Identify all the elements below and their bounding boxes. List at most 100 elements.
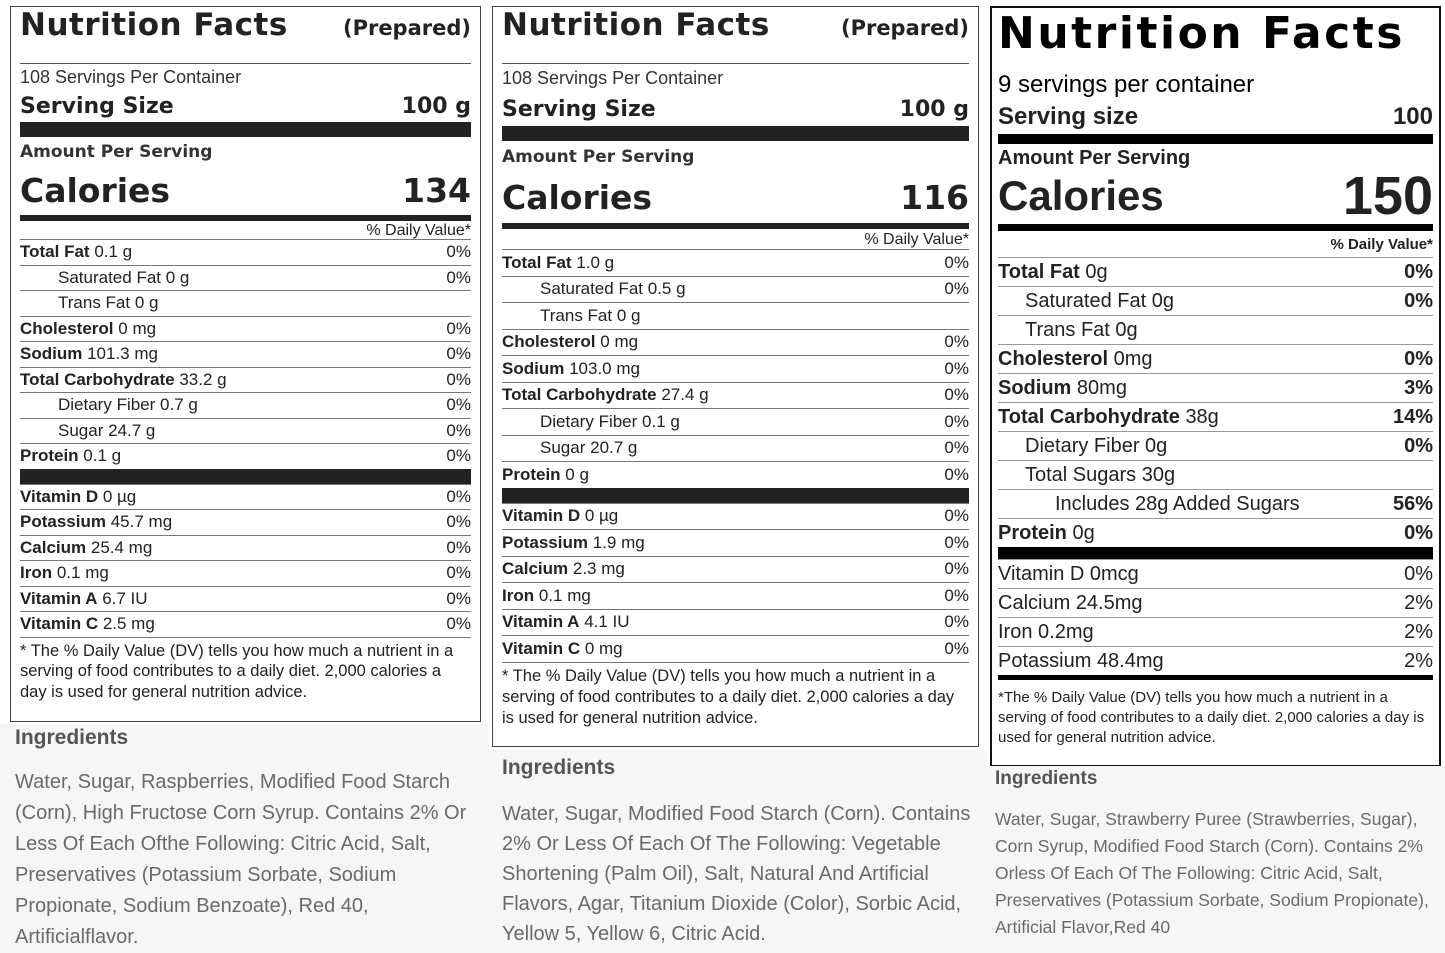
nutrient-name: Sodium (20, 344, 83, 364)
daily-value: 0% (944, 438, 969, 458)
amount-per-serving: Amount Per Serving (502, 147, 695, 167)
calories-value: 150 (1342, 166, 1433, 226)
nutrients: Total Fat 0.1 g 0% Saturated Fat 0 g 0% Tran… (20, 239, 471, 469)
nutrient-name: Cholesterol (998, 347, 1109, 370)
footnote: *The % Daily Value (DV) tells you how mu… (998, 675, 1433, 748)
servings-per-container: 9 servings per container (998, 71, 1255, 98)
nutrient-amount: 6.7 IU (102, 588, 148, 608)
nutrient-label: Iron 0.2mg (998, 621, 1094, 644)
daily-value: 0% (446, 588, 471, 608)
amount-per-serving: Amount Per Serving (998, 147, 1191, 169)
nutrient-amount: 20.7 g (590, 438, 638, 458)
ingredients-heading: Ingredients (995, 768, 1098, 789)
nutrient-amount: 0 g (565, 464, 589, 484)
nutrient-label: Saturated Fat 0g (1025, 290, 1174, 313)
nutrient-name: Protein (998, 521, 1067, 544)
nutrient-row: Vitamin D 0 µg 0% (20, 483, 471, 510)
vitamins: Vitamin D 0 µg 0% Potassium 45.7 mg 0% Calci… (20, 483, 471, 637)
nutrient-amount: 0.1 g (83, 446, 122, 466)
nutrient-amount: 25.4 mg (90, 537, 153, 557)
daily-value: 0% (944, 411, 969, 431)
nutrient-row: Total Sugars 30g (998, 460, 1433, 489)
nutrient-name: Saturated Fat (58, 267, 162, 287)
nutrient-label: Total Sugars 30g (1025, 464, 1175, 487)
nutrient-name: Saturated Fat (540, 279, 644, 299)
daily-value: 56% (1392, 492, 1433, 515)
calories: Calories 150 (998, 166, 1433, 226)
daily-value: 0% (944, 252, 969, 272)
servings-per-container: 108 Servings Per Container (502, 68, 724, 88)
nutrient-label: Trans Fat 0 g (540, 306, 640, 326)
nutrient-name: Vitamin D (20, 486, 99, 506)
nutrient-amount: 2.5 mg (102, 614, 155, 634)
nutrients: Total Fat 0g 0% Saturated Fat 0g 0% Trans Fa… (998, 257, 1433, 547)
calories-label: Calories (502, 177, 653, 217)
nutrient-label: Dietary Fiber 0g (1025, 435, 1167, 458)
daily-value: 0% (1404, 260, 1433, 283)
nutrient-amount: 0.1 mg (56, 563, 109, 583)
daily-value: 0% (446, 344, 471, 364)
daily-value: 0% (446, 242, 471, 262)
ingredients-text: Water, Sugar, Raspberries, Modified Food… (15, 771, 467, 948)
vitamins: Vitamin D 0 µg 0% Potassium 1.9 mg 0% Calciu… (502, 502, 969, 662)
nutrient-name: Protein (502, 464, 561, 484)
nutrient-row: Saturated Fat 0g 0% (998, 286, 1433, 315)
nutrient-row: Potassium 45.7 mg 0% (20, 509, 471, 535)
nutrient-name: Sugar (540, 438, 586, 458)
nutrient-label: Total Fat 0g (998, 261, 1108, 284)
nutrient-label: Dietary Fiber 0.7 g (58, 395, 198, 415)
ingredients-heading: Ingredients (502, 756, 616, 779)
nutrient-label: Iron 0.1 mg (502, 586, 591, 606)
daily-value: 0% (944, 464, 969, 484)
serving-size-label: Serving Size (20, 93, 174, 119)
nutrient-row: Trans Fat 0 g (20, 290, 471, 316)
nutrient-row: Calcium 2.3 mg 0% (502, 555, 969, 583)
serving-size: Serving Size 100 g (502, 92, 969, 126)
nutrient-name: Total Carbohydrate (502, 385, 657, 405)
nutrient-name: Vitamin A (502, 612, 580, 632)
nutrient-name: Total Carbohydrate (20, 369, 175, 389)
daily-value: 0% (1404, 347, 1433, 370)
nutrient-row: Protein 0g 0% (998, 518, 1433, 547)
nutrient-row: Iron 0.1 mg 0% (502, 582, 969, 609)
daily-value: 0% (944, 506, 969, 526)
nutrient-name: Calcium (20, 537, 87, 557)
nutrient-row: Protein 0.1 g 0% (20, 443, 471, 469)
nutrient-name: Vitamin C (20, 614, 99, 634)
nutrient-row: Total Fat 1.0 g 0% (502, 249, 969, 276)
nutrient-amount: 2.3 mg (572, 559, 625, 579)
nutrient-label: Dietary Fiber 0.1 g (540, 412, 680, 432)
nutrient-label: Vitamin A 4.1 IU (502, 612, 630, 632)
nutrient-row: Dietary Fiber 0.7 g 0% (20, 392, 471, 418)
nutrient-row: Iron 0.1 mg 0% (20, 560, 471, 586)
daily-value: 0% (944, 279, 969, 299)
nutrient-label: Trans Fat 0 g (58, 293, 158, 313)
nutrition-label: Nutrition Facts (Prepared) 108 Servings Pe… (10, 6, 481, 722)
nutrient-label: Total Fat 0.1 g (20, 242, 132, 262)
daily-value: 0% (446, 395, 471, 415)
nutrient-row: Calcium 25.4 mg 0% (20, 534, 471, 561)
nutrient-amount: 0g (1151, 289, 1174, 312)
nutrient-row: Saturated Fat 0 g 0% (20, 264, 471, 291)
nutrient-amount: 0.5 g (647, 279, 686, 299)
nutrient-amount: 24.7 g (108, 420, 156, 440)
nutrient-name: Iron (998, 620, 1033, 643)
nutrient-name: Includes 28g Added Sugars (1055, 492, 1300, 515)
nutrient-name: Sugar (58, 420, 104, 440)
daily-value: 3% (1404, 376, 1433, 399)
daily-value: 0% (446, 563, 471, 583)
nutrient-amount: 0 mg (600, 332, 639, 352)
nutrient-row: Cholesterol 0mg 0% (998, 344, 1433, 373)
serving-size-label: Serving size (998, 103, 1139, 130)
divider (502, 126, 969, 141)
nutrient-label: Sugar 20.7 g (540, 438, 637, 458)
nutrient-label: Vitamin D 0 µg (20, 487, 136, 507)
amount-per-serving: Amount Per Serving (20, 142, 213, 162)
nutrient-row: Cholesterol 0 mg 0% (20, 315, 471, 342)
servings-per-container: 108 Servings Per Container (20, 67, 242, 87)
nutrient-label: Iron 0.1 mg (20, 563, 109, 583)
label-header: Nutrition Facts (998, 8, 1433, 70)
nutrient-row: Trans Fat 0 g (502, 302, 969, 329)
nutrient-label: Potassium 48.4mg (998, 650, 1164, 673)
nutrient-label: Includes 28g Added Sugars (1055, 493, 1300, 516)
